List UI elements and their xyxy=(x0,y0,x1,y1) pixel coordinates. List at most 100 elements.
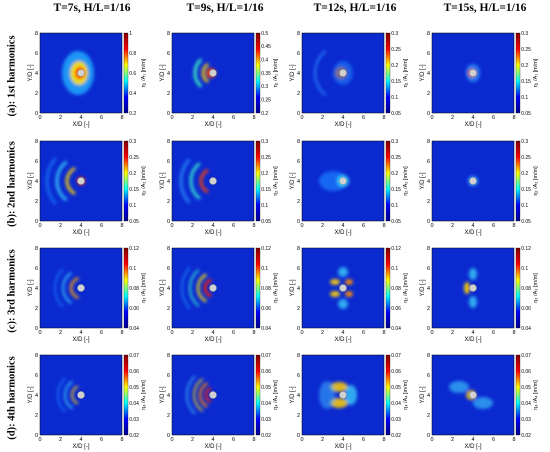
colorbar-tick-label: 0.25 xyxy=(261,155,271,161)
cylinder-marker xyxy=(469,391,477,399)
y-tick-label: 2 xyxy=(167,199,170,205)
colorbar-tick-label: 0.06 xyxy=(261,369,271,375)
colorbar-tick-label: 0.05 xyxy=(129,219,139,225)
wave-field xyxy=(330,267,353,309)
colorbar-label: η₃ /A₃ [m/m] xyxy=(533,273,539,303)
colorbar-tick-label: 0.05 xyxy=(261,219,271,225)
y-tick-label: 0 xyxy=(167,219,170,225)
x-tick-label: 0 xyxy=(300,330,303,336)
heatmap-panel: 0 2 4 6 8 0 2 4 6 8 X/D [-] Y/D [-] 0.2 0.4 0.6 0.8 1 η₁ … xyxy=(28,31,147,128)
y-tick-label: 0 xyxy=(35,219,38,225)
wave-field xyxy=(464,268,477,308)
colorbar-tick-label: 0.2 xyxy=(261,171,268,177)
y-tick-label: 6 xyxy=(35,266,38,272)
y-tick-label: 6 xyxy=(427,51,430,57)
colorbar-tick-label: 0.06 xyxy=(129,369,139,375)
y-tick-label: 2 xyxy=(35,306,38,312)
colorbar: 0.05 0.1 0.15 0.2 0.25 0.3 η₂ /A₂ [m/m] xyxy=(385,139,409,225)
y-tick-label: 2 xyxy=(427,413,430,419)
colorbar-tick-label: 0.06 xyxy=(521,306,531,312)
colorbar-tick-label: 0.12 xyxy=(391,246,401,252)
colorbar-tick-label: 0.06 xyxy=(129,306,139,312)
column-title-t9: T=9s, H/L=1/16 xyxy=(186,2,264,14)
x-tick-label: 6 xyxy=(492,330,495,336)
colorbar-tick-label: 0.12 xyxy=(521,246,531,252)
colorbar-tick-label: 0.25 xyxy=(391,47,401,53)
y-tick-label: 4 xyxy=(167,71,170,77)
y-tick-label: 2 xyxy=(297,199,300,205)
colorbar-tick-label: 0.08 xyxy=(261,286,271,292)
x-tick-label: 8 xyxy=(382,330,385,336)
y-tick-label: 8 xyxy=(35,139,38,145)
y-tick-label: 0 xyxy=(297,433,300,439)
colorbar-tick-label: 0.05 xyxy=(521,219,531,225)
colorbar-tick-label: 0.02 xyxy=(521,433,531,439)
x-tick-label: 8 xyxy=(382,437,385,443)
colorbar-tick-label: 0.25 xyxy=(261,97,271,103)
x-tick-label: 8 xyxy=(382,223,385,229)
y-tick-label: 6 xyxy=(167,266,170,272)
x-axis-label: X/D [-] xyxy=(334,230,351,236)
x-tick-label: 2 xyxy=(191,330,194,336)
x-tick-label: 4 xyxy=(211,330,214,336)
colorbar-tick-label: 0.1 xyxy=(521,266,528,272)
y-tick-label: 4 xyxy=(167,179,170,185)
x-tick-label: 2 xyxy=(451,330,454,336)
x-tick-label: 8 xyxy=(120,223,123,229)
colorbar-tick-label: 0.03 xyxy=(391,417,401,423)
y-tick-label: 8 xyxy=(427,139,430,145)
colorbar-tick-label: 0.08 xyxy=(391,286,401,292)
colorbar-tick-label: 0.1 xyxy=(391,95,398,101)
wave-field xyxy=(54,268,79,308)
colorbar: 0.04 0.06 0.08 0.1 0.12 η₃ /A₃ [m/m] xyxy=(515,246,539,332)
colorbar-tick-label: 0.06 xyxy=(391,306,401,312)
colorbar-tick-label: 0.2 xyxy=(391,171,398,177)
colorbar-tick-label: 0.07 xyxy=(129,353,139,359)
y-tick-label: 8 xyxy=(167,353,170,359)
colorbar-tick-label: 0.15 xyxy=(129,187,139,193)
x-tick-label: 8 xyxy=(120,115,123,121)
colorbar-tick-label: 0.15 xyxy=(521,79,531,85)
colorbar-tick-label: 0.05 xyxy=(129,385,139,391)
colorbar-tick-label: 0.07 xyxy=(261,353,271,359)
colorbar-tick-label: 0.04 xyxy=(391,401,401,407)
y-tick-label: 6 xyxy=(35,51,38,57)
y-tick-label: 4 xyxy=(167,393,170,399)
y-tick-label: 4 xyxy=(297,286,300,292)
colorbar-tick-label: 0.25 xyxy=(129,155,139,161)
x-axis-label: X/D [-] xyxy=(334,122,351,128)
colorbar-tick-label: 0.4 xyxy=(129,91,136,97)
colorbar-label: η₃ /A₃ [m/m] xyxy=(273,273,279,303)
x-tick-label: 6 xyxy=(492,223,495,229)
colorbar: 0.04 0.06 0.08 0.1 0.12 η₃ /A₃ [m/m] xyxy=(255,246,279,332)
x-tick-label: 8 xyxy=(252,115,255,121)
y-tick-label: 6 xyxy=(35,373,38,379)
colorbar-label: η₃ /A₃ [m/m] xyxy=(403,273,409,303)
x-tick-label: 2 xyxy=(59,437,62,443)
cylinder-marker xyxy=(339,177,347,185)
cylinder-marker xyxy=(469,69,477,77)
x-tick-label: 8 xyxy=(252,330,255,336)
x-tick-label: 4 xyxy=(471,223,474,229)
x-tick-label: 6 xyxy=(100,330,103,336)
row-label-1st: (a): 1st harmonics xyxy=(6,35,18,117)
y-axis-label: Y/D [-] xyxy=(420,172,426,189)
x-axis-label: X/D [-] xyxy=(72,122,89,128)
colorbar-tick-label: 0.1 xyxy=(129,203,136,209)
cylinder-marker xyxy=(339,391,347,399)
y-axis-label: Y/D [-] xyxy=(28,64,34,81)
y-tick-label: 8 xyxy=(167,139,170,145)
colorbar-label: η₄ /A₄ [m/m] xyxy=(533,380,539,410)
x-tick-label: 8 xyxy=(512,437,515,443)
y-tick-label: 2 xyxy=(427,91,430,97)
y-tick-label: 0 xyxy=(427,326,430,332)
x-tick-label: 4 xyxy=(471,330,474,336)
x-tick-label: 6 xyxy=(362,437,365,443)
x-axis-label: X/D [-] xyxy=(204,122,221,128)
cylinder-marker xyxy=(469,177,477,185)
column-title-t12: T=12s, H/L=1/16 xyxy=(313,2,397,14)
colorbar-tick-label: 0.15 xyxy=(391,79,401,85)
